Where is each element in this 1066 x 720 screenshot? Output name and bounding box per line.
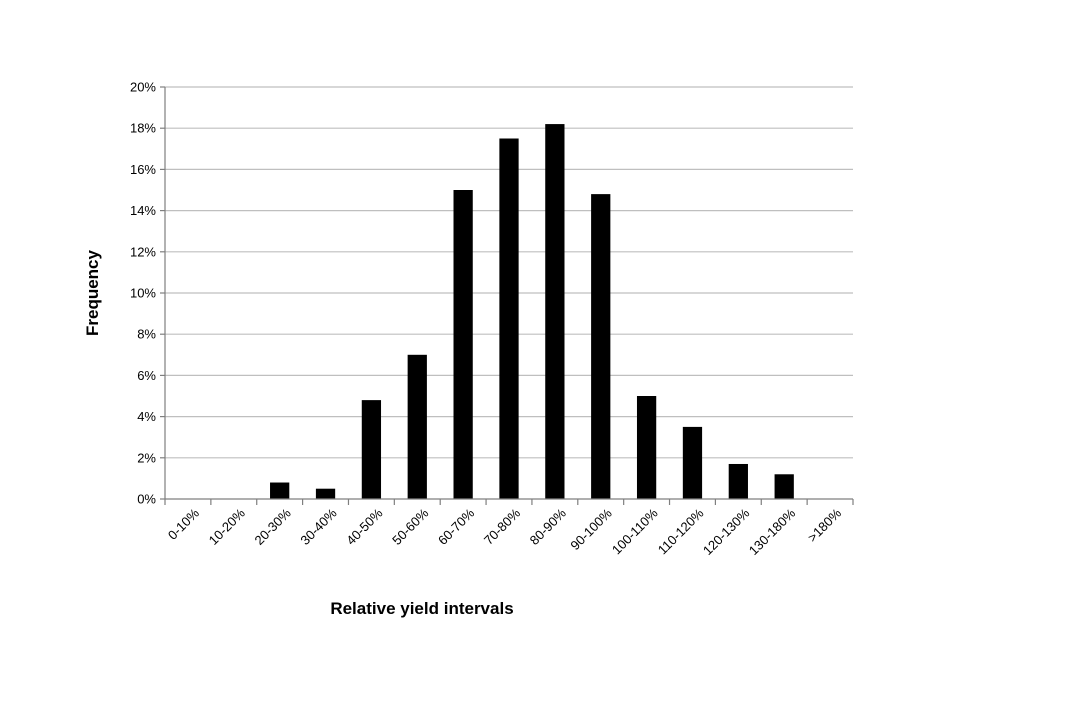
bar [499, 138, 519, 499]
axes [160, 86, 854, 505]
bar [728, 463, 748, 499]
x-tick-label: 90-100% [567, 505, 615, 553]
y-tick-label: 4% [137, 409, 156, 424]
x-tick-label: 80-90% [527, 505, 570, 548]
y-tick-label: 0% [137, 492, 156, 507]
y-tick-label: 6% [137, 368, 156, 383]
x-tick-label: 30-40% [297, 505, 340, 548]
y-tick-label: 8% [137, 327, 156, 342]
y-tick-label: 14% [130, 203, 156, 218]
y-tick-label: 18% [130, 121, 156, 136]
y-tick-label: 2% [137, 450, 156, 465]
y-tick-label: 20% [130, 80, 156, 95]
x-tick-label: 110-120% [655, 505, 707, 557]
x-tick-label: 60-70% [435, 505, 478, 548]
x-tick-label: 130-180% [746, 505, 799, 558]
y-axis-title: Frequency [83, 249, 102, 336]
x-tick-label: 0-10% [165, 505, 202, 542]
x-tick-label: >180% [805, 505, 845, 545]
x-tick-label: 70-80% [481, 505, 524, 548]
bar [315, 488, 336, 499]
bar [545, 124, 565, 499]
y-tick-label: 10% [130, 286, 156, 301]
x-tick-label: 120-130% [700, 505, 753, 558]
bar [636, 396, 657, 499]
bar [453, 190, 473, 499]
x-tick-label: 50-60% [389, 505, 432, 548]
bar [591, 194, 611, 499]
y-tick-label: 12% [130, 244, 156, 259]
x-tick-label: 100-110% [609, 505, 661, 557]
bar [407, 354, 427, 499]
x-tick-label: 20-30% [251, 505, 294, 548]
bar [361, 400, 382, 499]
y-tick-labels: 0% 2% 4% 6% 8% 10% 12% 14% 16% 18% 20% [130, 80, 156, 507]
y-tick-label: 16% [130, 162, 156, 177]
x-axis-title: Relative yield intervals [330, 599, 513, 618]
x-tick-labels: 0-10% 10-20% 20-30% 30-40% 40-50% 50-60% 60-70… [165, 505, 845, 558]
x-tick-label: 10-20% [206, 505, 249, 548]
bar [270, 482, 290, 499]
bar [682, 426, 703, 499]
x-tick-label: 40-50% [343, 505, 386, 548]
bars [270, 124, 794, 499]
bar [774, 474, 794, 499]
